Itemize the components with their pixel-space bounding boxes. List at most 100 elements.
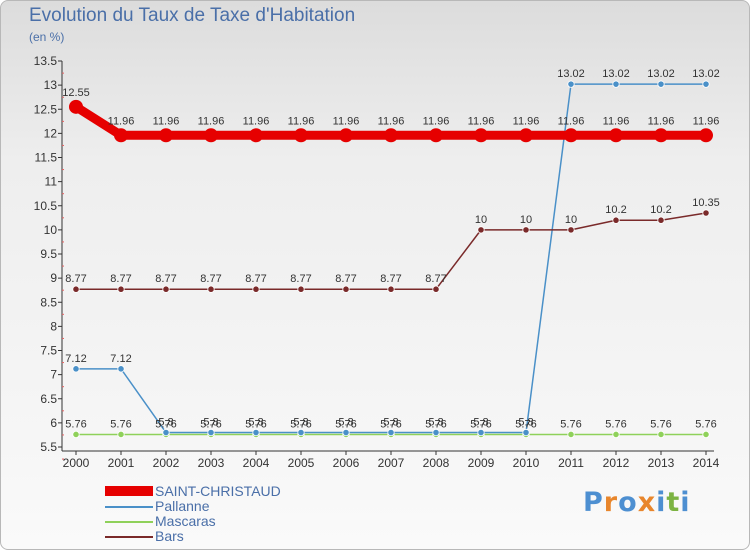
x-tick-label: 2002 — [153, 456, 180, 470]
data-label-pallanne: 5.8 — [248, 417, 263, 429]
y-tick-label: 11.5 — [35, 151, 58, 165]
y-tick-label: 9.5 — [40, 247, 57, 261]
legend-swatch-pallanne — [105, 506, 153, 508]
data-point-saint-christaud — [519, 128, 533, 143]
data-label-pallanne: 7.12 — [110, 353, 131, 365]
data-point-bars — [252, 285, 260, 293]
data-label-pallanne: 5.8 — [158, 417, 173, 429]
data-label-mascaras: 5.76 — [650, 418, 671, 430]
x-tick-label: 2009 — [468, 456, 495, 470]
data-label-pallanne: 5.8 — [293, 417, 308, 429]
y-tick-label: 12.5 — [34, 102, 58, 116]
data-point-bars — [387, 285, 395, 293]
x-tick-label: 2007 — [378, 456, 405, 470]
data-label-bars: 8.77 — [380, 273, 401, 285]
y-tick-label: 6 — [50, 416, 57, 430]
data-point-bars — [162, 285, 170, 293]
data-label-saint-christaud: 11.96 — [513, 115, 540, 127]
data-label-bars: 8.77 — [155, 273, 176, 285]
data-label-saint-christaud: 11.96 — [108, 115, 135, 127]
data-label-saint-christaud: 11.96 — [288, 115, 315, 127]
data-label-mascaras: 5.76 — [290, 418, 311, 430]
data-point-bars — [117, 285, 125, 293]
data-label-saint-christaud: 11.96 — [648, 115, 675, 127]
data-label-bars: 10.2 — [605, 204, 626, 216]
data-point-pallanne — [297, 428, 305, 437]
data-point-mascaras — [117, 430, 125, 439]
data-label-saint-christaud: 11.96 — [693, 115, 720, 127]
data-point-mascaras — [72, 430, 80, 439]
data-label-saint-christaud: 11.96 — [468, 115, 495, 127]
x-tick-label: 2010 — [513, 456, 540, 470]
data-label-pallanne: 5.8 — [473, 417, 488, 429]
data-label-mascaras: 5.76 — [605, 418, 626, 430]
data-label-mascaras: 5.76 — [65, 418, 86, 430]
data-point-bars — [567, 226, 575, 234]
data-label-pallanne: 5.8 — [203, 417, 218, 429]
data-point-saint-christaud — [474, 128, 488, 143]
data-label-mascaras: 5.76 — [110, 418, 131, 430]
x-tick-label: 2000 — [63, 456, 90, 470]
data-point-pallanne — [432, 428, 440, 437]
data-point-saint-christaud — [609, 128, 623, 143]
data-point-pallanne — [162, 428, 170, 437]
data-label-pallanne: 5.8 — [338, 417, 353, 429]
data-label-pallanne: 7.12 — [65, 353, 86, 365]
data-point-mascaras — [702, 430, 710, 439]
data-point-bars — [72, 285, 80, 293]
data-label-bars: 10 — [565, 214, 577, 226]
data-label-bars: 8.77 — [290, 273, 311, 285]
data-label-bars: 10 — [475, 214, 487, 226]
data-label-pallanne: 13.02 — [692, 68, 720, 80]
data-label-bars: 8.77 — [200, 273, 221, 285]
data-point-mascaras — [612, 430, 620, 439]
data-point-bars — [207, 285, 215, 293]
data-label-pallanne: 13.02 — [647, 68, 675, 80]
y-tick-label: 8.5 — [40, 295, 57, 309]
data-point-mascaras — [657, 430, 665, 439]
data-point-bars — [342, 285, 350, 293]
data-point-pallanne — [522, 428, 530, 437]
data-label-bars: 8.77 — [425, 273, 446, 285]
data-point-pallanne — [477, 428, 485, 437]
data-label-saint-christaud: 11.96 — [198, 115, 225, 127]
legend-label-bars: Bars — [155, 528, 184, 544]
legend-label-saint-christaud: SAINT-CHRISTAUD — [155, 483, 281, 499]
data-label-mascaras: 5.76 — [425, 418, 446, 430]
data-label-saint-christaud: 11.96 — [153, 115, 180, 127]
y-tick-label: 13 — [44, 78, 58, 92]
y-tick-label: 6.5 — [40, 392, 57, 406]
data-label-mascaras: 5.76 — [560, 418, 581, 430]
x-tick-label: 2004 — [243, 456, 270, 470]
x-tick-label: 2014 — [693, 456, 720, 470]
data-label-saint-christaud: 12.55 — [62, 87, 90, 99]
data-point-bars — [297, 285, 305, 293]
data-point-pallanne — [657, 80, 665, 88]
data-point-mascaras — [567, 430, 575, 439]
x-tick-label: 2006 — [333, 456, 360, 470]
data-label-pallanne: 5.8 — [518, 417, 533, 429]
data-label-pallanne: 13.02 — [602, 68, 630, 80]
data-point-saint-christaud — [294, 128, 308, 143]
data-point-saint-christaud — [699, 128, 713, 143]
data-point-saint-christaud — [249, 128, 263, 143]
data-point-saint-christaud — [204, 128, 218, 143]
y-tick-label: 7 — [50, 368, 57, 382]
y-tick-label: 13.5 — [34, 54, 58, 68]
data-label-saint-christaud: 11.96 — [378, 115, 405, 127]
y-tick-label: 8 — [50, 319, 57, 333]
data-label-bars: 8.77 — [245, 273, 266, 285]
data-point-bars — [477, 226, 485, 234]
y-tick-label: 9 — [50, 271, 57, 285]
legend-label-pallanne: Pallanne — [155, 498, 210, 514]
y-tick-label: 12 — [44, 126, 58, 140]
data-label-mascaras: 5.76 — [335, 418, 356, 430]
x-tick-label: 2003 — [198, 456, 225, 470]
data-label-pallanne: 13.02 — [557, 68, 585, 80]
data-label-bars: 10.35 — [692, 197, 720, 209]
data-point-saint-christaud — [114, 128, 128, 143]
y-tick-label: 11 — [45, 175, 58, 189]
data-point-bars — [432, 285, 440, 293]
legend-swatch-bars — [105, 536, 153, 538]
data-point-pallanne — [387, 428, 395, 437]
